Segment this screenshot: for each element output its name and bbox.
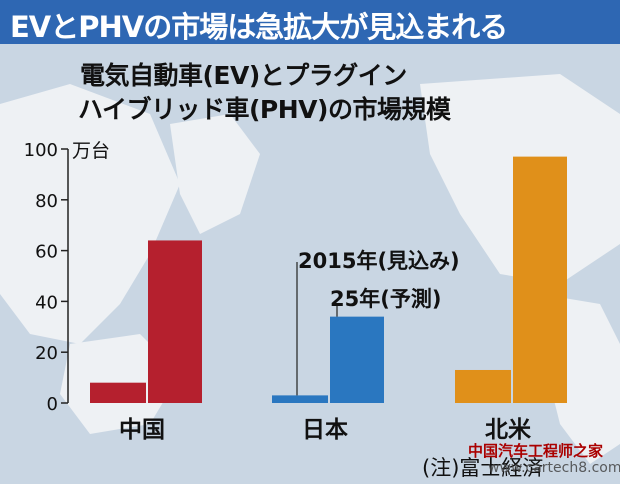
y-axis-unit: 万台: [72, 140, 111, 162]
y-tick-label: 20: [35, 343, 58, 364]
category-label: 日本: [302, 417, 348, 443]
bar-2015-2: [272, 395, 328, 403]
bar-2015-1: [90, 382, 146, 403]
bar-2025-2: [330, 316, 384, 403]
banner: EVとPHVの市場は急拡大が見込まれる: [0, 0, 620, 44]
y-tick-label: 0: [47, 394, 58, 415]
category-label: 中国: [119, 417, 165, 443]
watermark-url: www.cartech8.com: [488, 460, 620, 476]
legend-2025: 25年(予測): [330, 287, 442, 311]
source-note: (注)富士経済: [422, 456, 544, 480]
category-label: 北米: [485, 417, 532, 443]
legend-2015: 2015年(見込み): [298, 249, 460, 273]
bar-2025-1: [148, 240, 202, 403]
y-tick-label: 40: [35, 292, 58, 313]
chart-title-line-1: 電気自動車(EV)とプラグイン: [80, 61, 407, 90]
y-tick-label: 80: [35, 191, 58, 212]
y-tick-label: 60: [35, 242, 58, 263]
chart-title-line-2: ハイブリッド車(PHV)の市場規模: [78, 95, 451, 124]
bar-2015-3: [455, 369, 511, 403]
y-tick-label: 100: [24, 140, 58, 161]
watermark-text: 中国汽车工程师之家: [468, 442, 604, 460]
bar-2025-3: [513, 156, 567, 403]
banner-title: EVとPHVの市場は急拡大が見込まれる: [10, 10, 508, 44]
